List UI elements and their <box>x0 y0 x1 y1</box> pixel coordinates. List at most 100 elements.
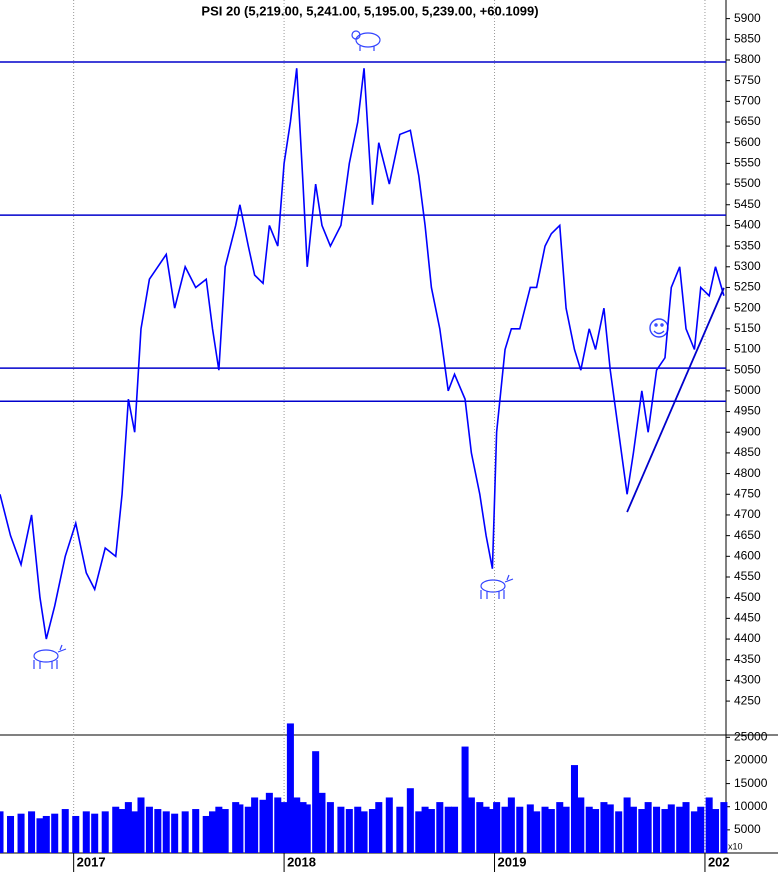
volume-bar <box>171 813 179 853</box>
x-tick-label: 2018 <box>287 854 316 869</box>
y-tick-label: 5250 <box>734 280 761 294</box>
volume-bar <box>181 811 189 853</box>
volume-bar <box>570 765 578 853</box>
y-tick-label: 4850 <box>734 445 761 459</box>
y-tick-label: 5050 <box>734 362 761 376</box>
volume-bar <box>421 806 429 853</box>
y-tick-label: 5700 <box>734 94 761 108</box>
volume-bar <box>162 811 170 853</box>
volume-bar <box>286 723 294 853</box>
volume-bar <box>676 806 684 853</box>
volume-bar <box>312 751 320 853</box>
y-tick-label: 4650 <box>734 528 761 542</box>
y-tick-label: 5100 <box>734 342 761 356</box>
y-tick-label: 5900 <box>734 11 761 25</box>
y-tick-label: 4700 <box>734 507 761 521</box>
volume-bar <box>406 788 414 853</box>
volume-bar <box>91 813 99 853</box>
volume-bar <box>72 815 80 853</box>
volume-bar <box>299 802 307 853</box>
y-unit-label: x10 <box>728 841 743 851</box>
volume-bar <box>274 797 282 853</box>
y-tick-label: 5350 <box>734 238 761 252</box>
y-tick-label: 5000 <box>734 383 761 397</box>
volume-bar <box>533 811 541 853</box>
volume-bar <box>488 809 496 853</box>
y-tick-label: 20000 <box>734 753 768 767</box>
volume-bar <box>221 809 229 853</box>
volume-bar <box>451 806 459 853</box>
volume-bar <box>318 792 326 853</box>
bull-icon <box>480 574 514 599</box>
volume-bar <box>326 802 334 853</box>
bear-icon <box>351 30 381 51</box>
volume-bar <box>36 818 44 853</box>
volume-bar <box>354 806 362 853</box>
volume-bar <box>124 802 132 853</box>
smiley-icon <box>649 318 669 338</box>
y-tick-label: 5200 <box>734 300 761 314</box>
volume-bar <box>154 809 162 853</box>
y-tick-label: 4950 <box>734 404 761 418</box>
volume-bar <box>112 806 120 853</box>
volume-bar <box>629 806 637 853</box>
volume-bar <box>368 809 376 853</box>
y-tick-label: 5550 <box>734 156 761 170</box>
y-tick-label: 4900 <box>734 424 761 438</box>
y-tick-label: 5800 <box>734 52 761 66</box>
y-tick-label: 4550 <box>734 569 761 583</box>
y-tick-label: 5300 <box>734 259 761 273</box>
volume-bar <box>118 809 126 853</box>
y-tick-label: 5000 <box>734 822 761 836</box>
volume-bar <box>436 802 444 853</box>
volume-bar <box>192 809 200 853</box>
volume-bar <box>28 811 36 853</box>
volume-bar <box>600 802 608 853</box>
x-tick-label: 2019 <box>498 854 527 869</box>
trendline <box>626 287 725 513</box>
volume-bar <box>385 797 393 853</box>
y-tick-label: 15000 <box>734 776 768 790</box>
volume-bar <box>101 811 109 853</box>
volume-bar <box>145 806 153 853</box>
y-tick-label: 5850 <box>734 31 761 45</box>
volume-bar <box>0 811 4 853</box>
volume-bar <box>293 797 301 853</box>
volume-bar <box>415 811 423 853</box>
y-tick-label: 4750 <box>734 486 761 500</box>
y-tick-label: 5500 <box>734 176 761 190</box>
y-tick-label: 5400 <box>734 218 761 232</box>
volume-bar <box>280 802 288 853</box>
volume-bar <box>697 806 705 853</box>
price-line <box>0 68 725 640</box>
volume-bar <box>623 797 631 853</box>
volume-bar <box>244 806 252 853</box>
volume-bar <box>562 806 570 853</box>
y-tick-label: 4450 <box>734 611 761 625</box>
volume-bar <box>541 806 549 853</box>
volume-bar <box>209 811 217 853</box>
y-tick-label: 5450 <box>734 197 761 211</box>
volume-bar <box>606 804 614 853</box>
volume-bar <box>547 809 555 853</box>
volume-bar <box>507 797 515 853</box>
volume-bar <box>516 806 524 853</box>
volume-bar <box>131 811 139 853</box>
y-tick-label: 5600 <box>734 135 761 149</box>
chart-title: PSI 20 (5,219.00, 5,241.00, 5,195.00, 5,… <box>201 3 538 18</box>
volume-bar <box>251 797 259 853</box>
volume-bar <box>711 809 719 853</box>
volume-bar <box>375 802 383 853</box>
volume-bar <box>476 802 484 853</box>
y-tick-label: 5750 <box>734 73 761 87</box>
volume-bar <box>526 804 534 853</box>
volume-bar <box>661 809 669 853</box>
volume-bar <box>667 804 675 853</box>
volume-bar <box>51 813 59 853</box>
volume-bar <box>396 806 404 853</box>
volume-bar <box>202 815 210 853</box>
y-tick-label: 4300 <box>734 673 761 687</box>
volume-bar <box>7 815 15 853</box>
